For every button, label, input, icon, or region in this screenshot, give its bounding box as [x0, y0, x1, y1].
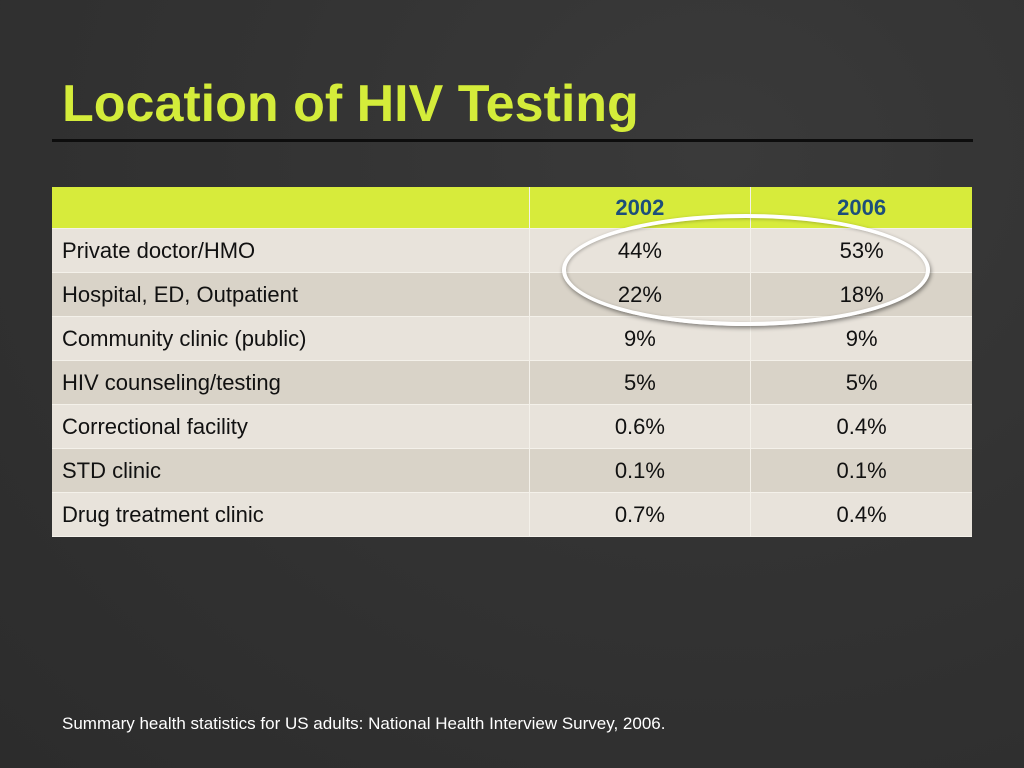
value-2006: 5% [750, 360, 972, 405]
row-label: STD clinic [52, 448, 530, 493]
row-label: Hospital, ED, Outpatient [52, 272, 530, 317]
row-label: Private doctor/HMO [52, 228, 530, 273]
table-row: STD clinic 0.1% 0.1% [52, 448, 972, 493]
value-2002: 0.7% [529, 492, 752, 537]
value-2006: 18% [750, 272, 972, 317]
value-2006: 53% [750, 228, 972, 273]
value-2002: 0.6% [529, 404, 752, 449]
table-row: Correctional facility 0.6% 0.4% [52, 404, 972, 449]
column-header-2006: 2006 [750, 187, 972, 229]
source-footnote: Summary health statistics for US adults:… [62, 714, 666, 733]
title-divider [52, 139, 973, 142]
value-2002: 0.1% [529, 448, 752, 493]
value-2002: 22% [529, 272, 752, 317]
row-label: Drug treatment clinic [52, 492, 530, 537]
value-2006: 0.4% [750, 404, 972, 449]
table-header-row: 2002 2006 [52, 187, 972, 229]
column-header-2002: 2002 [529, 187, 752, 229]
slide-title: Location of HIV Testing [62, 75, 639, 133]
value-2006: 0.4% [750, 492, 972, 537]
row-label: HIV counseling/testing [52, 360, 530, 405]
value-2002: 9% [529, 316, 752, 361]
column-header-location [52, 187, 530, 229]
table-row: Private doctor/HMO 44% 53% [52, 228, 972, 273]
table-row: Drug treatment clinic 0.7% 0.4% [52, 492, 972, 537]
row-label: Community clinic (public) [52, 316, 530, 361]
table-row: Hospital, ED, Outpatient 22% 18% [52, 272, 972, 317]
value-2002: 44% [529, 228, 752, 273]
value-2006: 0.1% [750, 448, 972, 493]
hiv-testing-table: 2002 2006 Private doctor/HMO 44% 53% Hos… [52, 187, 972, 537]
value-2002: 5% [529, 360, 752, 405]
table-row: Community clinic (public) 9% 9% [52, 316, 972, 361]
table-row: HIV counseling/testing 5% 5% [52, 360, 972, 405]
value-2006: 9% [750, 316, 972, 361]
row-label: Correctional facility [52, 404, 530, 449]
